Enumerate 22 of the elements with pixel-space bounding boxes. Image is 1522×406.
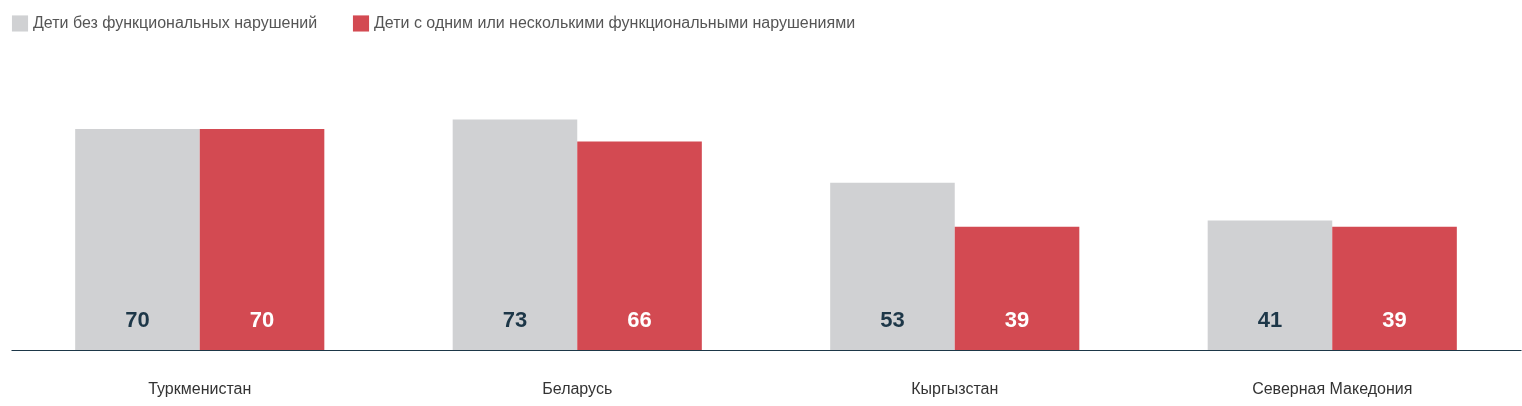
bar [830, 182, 955, 350]
data-label: 66 [627, 307, 652, 332]
bar [452, 119, 578, 350]
bar [1207, 220, 1333, 350]
data-label: 39 [1382, 307, 1407, 332]
data-label: 41 [1257, 307, 1283, 332]
data-label: 73 [502, 307, 528, 332]
data-label: 39 [1004, 307, 1030, 332]
bar [199, 128, 325, 350]
data-label: 70 [125, 307, 150, 332]
bar [75, 128, 200, 350]
x-tick-label: Северная Македония [1252, 379, 1413, 397]
bar [954, 226, 1080, 350]
data-label: 70 [249, 307, 275, 332]
x-tick-label: Беларусь [542, 379, 613, 397]
bar [1332, 226, 1457, 350]
legend-label: Дети без функциональных нарушений [33, 14, 318, 32]
legend-label: Дети с одним или несколькими функциональными нарушениями [374, 14, 856, 32]
data-label: 53 [880, 307, 905, 332]
x-tick-label: Кыргызстан [911, 379, 999, 397]
x-tick-label: Туркменистан [148, 379, 252, 397]
bar [577, 141, 702, 350]
